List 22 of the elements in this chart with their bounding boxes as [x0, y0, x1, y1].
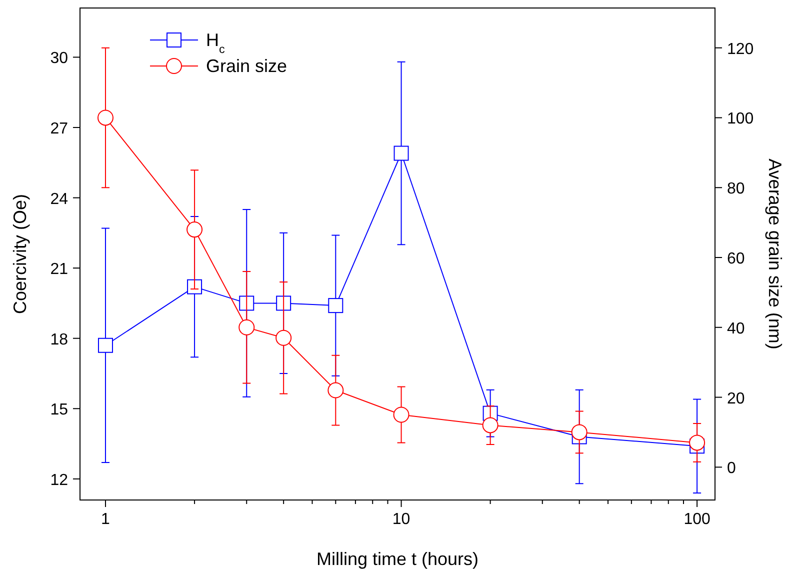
y2-tick-label: 80: [727, 180, 745, 198]
x-axis-title: Milling time t (hours): [316, 549, 479, 569]
y-tick-label: 18: [50, 331, 68, 348]
y-tick-label: 24: [50, 190, 68, 208]
y-tick-label: 27: [50, 120, 68, 138]
x-tick-label: 100: [684, 511, 710, 528]
x-tick-label: 10: [392, 511, 410, 528]
y-tick-label: 30: [50, 50, 68, 68]
y-axis-title: Coercivity (Oe): [10, 194, 30, 314]
y2-tick-label: 120: [727, 40, 754, 58]
y2-tick-label: 60: [727, 250, 745, 268]
y2-tick-label: 0: [727, 460, 736, 478]
y-tick-label: 15: [50, 402, 68, 419]
y2-tick-label: 20: [727, 390, 745, 408]
legend-label: H$_{c}$: [206, 30, 225, 56]
legend-label: Grain size: [206, 56, 288, 76]
y-tick-label: 21: [50, 261, 68, 278]
x-tick-label: 1: [101, 511, 110, 528]
y2-tick-label: 100: [727, 110, 754, 128]
y-tick-label: 12: [50, 472, 68, 489]
y2-tick-label: 40: [727, 320, 745, 338]
y2-axis-title: Average grain size (nm): [765, 158, 785, 350]
